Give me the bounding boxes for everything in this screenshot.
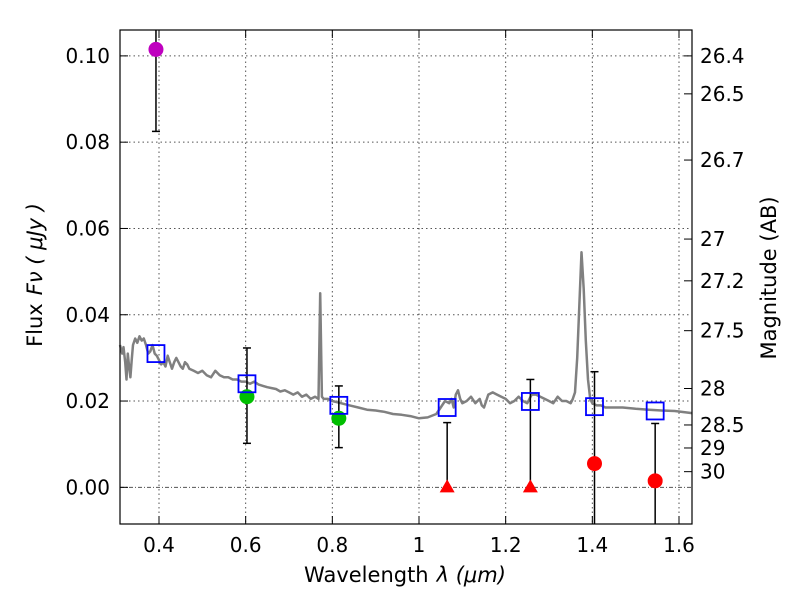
plot-frame — [119, 29, 693, 525]
data-point — [587, 456, 602, 472]
magnitude-tick-label: 28.5 — [700, 413, 745, 437]
model-photometry-square — [645, 401, 665, 421]
grid — [120, 30, 692, 524]
magnitude-tick-label: 27 — [700, 227, 725, 251]
y-axis-title: Flux Fν ( μJy ) — [23, 203, 47, 347]
upper-limit-marker — [439, 479, 455, 493]
upper-limit-marker — [522, 479, 538, 493]
y-tick-label: 0.10 — [65, 44, 110, 68]
magnitude-tick-label: 26.5 — [700, 82, 745, 106]
data-markers — [146, 41, 665, 493]
x-tick-label: 0.6 — [230, 533, 262, 557]
x-tick-label: 1.6 — [663, 533, 695, 557]
model-spectrum — [118, 250, 693, 420]
x-tick-label: 0.8 — [316, 533, 348, 557]
x-ticks: 0.4 0.6 0.8 1 1.2 1.4 1.6 — [143, 30, 695, 557]
magnitude-axis-title: Magnitude (AB) — [757, 196, 781, 359]
magnitude-tick-label: 26.7 — [700, 148, 745, 172]
magnitude-tick-label: 26.4 — [700, 44, 745, 68]
model-photometry-square — [329, 395, 349, 415]
model-photometry-square — [520, 392, 540, 411]
magnitude-tick-label: 28 — [700, 376, 725, 400]
y-tick-label: 0.00 — [65, 475, 110, 499]
x-tick-label: 1 — [413, 533, 426, 557]
magnitude-tick-label: 27.2 — [700, 269, 745, 293]
magnitude-tick-label: 27.5 — [700, 319, 745, 343]
model-photometry-square — [146, 344, 166, 363]
model-photometry-square — [437, 398, 457, 417]
x-axis-title: Wavelength λ (μm) — [304, 563, 506, 587]
y-tick-label: 0.08 — [65, 130, 110, 154]
model-photometry-square — [237, 374, 257, 394]
magnitude-tick-label: 30 — [700, 460, 725, 484]
y-tick-label: 0.02 — [65, 389, 110, 413]
spectrum-line — [118, 250, 693, 420]
x-axis-label: Wavelength — [304, 563, 429, 587]
y-axis-label: Flux — [23, 303, 47, 347]
y-tick-label: 0.04 — [65, 303, 110, 327]
data-point — [647, 473, 663, 489]
x-tick-label: 1.2 — [490, 533, 522, 557]
x-tick-label: 1.4 — [576, 533, 608, 557]
y-tick-label: 0.06 — [65, 216, 110, 240]
magnitude-tick-label: 29 — [700, 436, 725, 460]
x-tick-label: 0.4 — [143, 533, 175, 557]
y-axis-unit: Fν ( μJy ) — [23, 203, 47, 295]
data-point — [148, 41, 164, 57]
x-axis-unit: λ (μm) — [436, 563, 506, 587]
model-photometry-square — [585, 397, 604, 417]
y-ticks: 0.00 0.02 0.04 0.06 0.08 0.10 — [65, 44, 128, 499]
